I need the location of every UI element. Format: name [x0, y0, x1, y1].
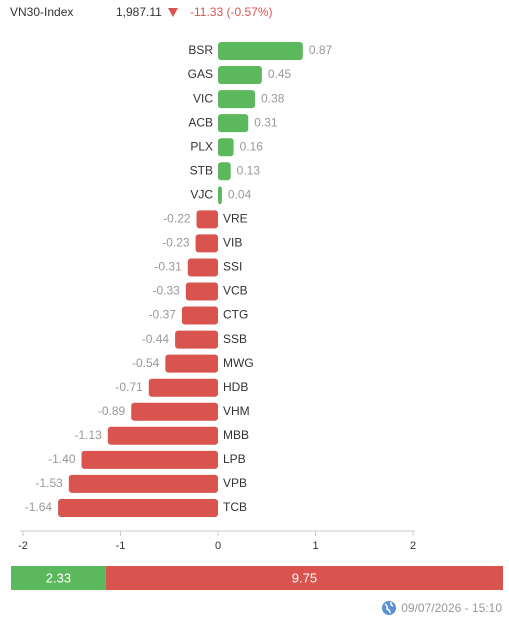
bar [181, 306, 218, 325]
bar [131, 402, 218, 421]
value-label: -0.23 [162, 236, 190, 250]
bar [196, 210, 218, 229]
index-price: 1,987.11 [116, 5, 162, 19]
value-label: -0.71 [115, 380, 143, 394]
value-label: 0.31 [254, 115, 278, 129]
breadth-bar [105, 566, 504, 590]
category-label: GAS [188, 67, 213, 81]
index-change: -11.33 (-0.57%) [190, 5, 272, 19]
bar [185, 282, 218, 301]
category-label: TCB [223, 500, 247, 514]
category-label: ACB [188, 115, 213, 129]
x-tick-label: 2 [410, 540, 416, 552]
bar [218, 66, 262, 85]
category-label: VIB [223, 236, 242, 250]
bar [218, 138, 234, 157]
value-label: 0.16 [240, 139, 264, 153]
category-label: VCB [223, 284, 248, 298]
bar [175, 330, 218, 349]
breadth-label: 2.33 [46, 570, 71, 585]
value-label: 0.38 [261, 91, 285, 105]
value-label: 0.13 [237, 163, 261, 177]
value-label: -1.40 [48, 452, 76, 466]
category-label: BSR [188, 43, 213, 57]
x-tick-label: -2 [18, 540, 28, 552]
value-label: -0.33 [152, 284, 180, 298]
category-label: CTG [223, 308, 248, 322]
timestamp: 09/07/2026 - 15:10 [401, 601, 502, 615]
category-label: VJC [190, 187, 213, 201]
bar [218, 42, 303, 60]
category-label: VRE [223, 212, 248, 226]
bar [218, 114, 249, 133]
timestamp-icon [382, 601, 396, 615]
category-label: LPB [223, 452, 246, 466]
x-tick-label: 1 [312, 540, 318, 552]
category-label: SSI [223, 260, 242, 274]
value-label: -1.13 [74, 428, 102, 442]
down-arrow [168, 8, 178, 17]
breadth-label: 9.75 [292, 570, 317, 585]
bar [107, 426, 218, 445]
bar [187, 258, 218, 277]
value-label: -0.44 [142, 332, 170, 346]
value-label: 0.04 [228, 187, 252, 201]
category-label: VIC [193, 91, 213, 105]
category-label: VPB [223, 476, 247, 490]
value-label: -1.53 [35, 476, 63, 490]
value-label: 0.45 [268, 67, 292, 81]
bar [218, 162, 231, 181]
x-tick-label: 0 [215, 540, 221, 552]
category-label: PLX [190, 139, 213, 153]
category-label: STB [190, 163, 213, 177]
category-label: MBB [223, 428, 249, 442]
bar [165, 354, 218, 373]
value-label: 0.87 [309, 43, 333, 57]
bar [148, 378, 218, 397]
bar [218, 90, 256, 109]
category-label: HDB [223, 380, 248, 394]
bar [218, 186, 222, 205]
value-label: -0.22 [163, 212, 191, 226]
category-label: SSB [223, 332, 247, 346]
bar [58, 498, 218, 517]
value-label: -1.64 [25, 500, 53, 514]
breadth-bar [11, 566, 106, 590]
index-name: VN30-Index [10, 5, 73, 19]
value-label: -0.31 [154, 260, 182, 274]
category-label: VHM [223, 404, 250, 418]
category-label: MWG [223, 356, 254, 370]
bar [68, 474, 218, 493]
value-label: -0.54 [132, 356, 160, 370]
x-tick-label: -1 [116, 540, 126, 552]
value-label: -0.89 [98, 404, 126, 418]
bar [195, 234, 218, 253]
bar [81, 450, 218, 469]
value-label: -0.37 [149, 308, 177, 322]
